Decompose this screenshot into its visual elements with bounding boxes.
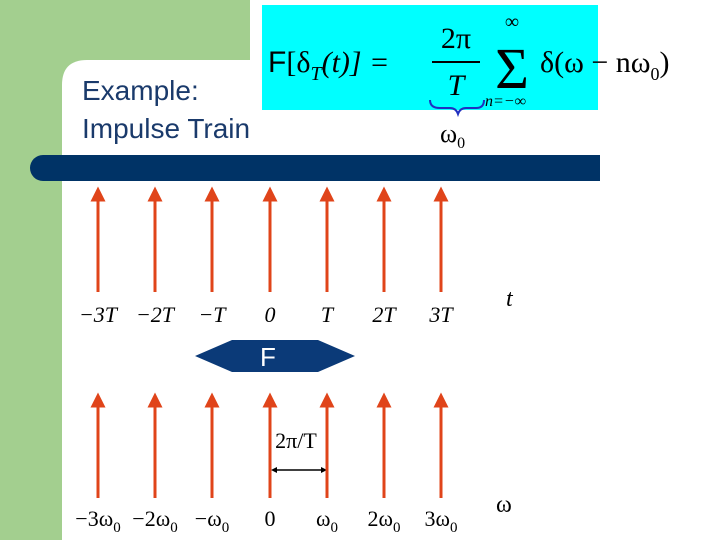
lhs-sub: T <box>310 63 323 85</box>
freq-label: 0 <box>265 506 276 531</box>
time-axis-label: t <box>506 286 514 312</box>
sum-lower: n=−∞ <box>485 93 526 110</box>
freq-label-sub: 0 <box>450 520 458 536</box>
time-label: 2T <box>372 302 397 327</box>
freq-label-sub: 0 <box>393 520 401 536</box>
time-label: 0 <box>265 302 276 327</box>
freq-label-main: −3ω <box>75 506 113 531</box>
lhs-arg: (t)] = <box>322 46 390 79</box>
freq-label: −ω0 <box>195 506 229 536</box>
freq-label-main: 0 <box>265 506 276 531</box>
fraction-num: 2π <box>441 22 471 55</box>
time-label: −T <box>198 302 227 327</box>
freq-label-sub: 0 <box>113 520 121 536</box>
brace <box>429 99 485 118</box>
sum-symbol: Σ <box>495 36 529 101</box>
freq-label: −3ω0 <box>75 506 120 536</box>
freq-label: −2ω0 <box>132 506 177 536</box>
freq-label-sub: 0 <box>170 520 178 536</box>
time-label: −3T <box>79 302 119 327</box>
summand-main: δ(ω − nω <box>540 46 651 79</box>
brace-label: ω0 <box>440 119 465 152</box>
time-label: T <box>321 302 335 327</box>
summand-end: ) <box>660 46 670 79</box>
freq-label: 2ω0 <box>368 506 401 536</box>
freq-label-main: −2ω <box>132 506 170 531</box>
freq-label-sub: 0 <box>222 520 230 536</box>
freq-label-main: ω <box>316 506 330 531</box>
freq-label-main: 2ω <box>368 506 393 531</box>
time-label: 3T <box>428 302 454 327</box>
freq-label: 3ω0 <box>425 506 458 536</box>
freq-label: ω0 <box>316 506 338 536</box>
header-bar <box>30 155 600 181</box>
title: Impulse Train <box>82 113 250 144</box>
brace-sub: 0 <box>457 135 465 152</box>
time-label: −2T <box>136 302 176 327</box>
fraction-den: T <box>448 69 467 102</box>
freq-label-sub: 0 <box>330 520 338 536</box>
formula-lhs: F[δT(t)] = <box>268 46 389 85</box>
freq-label-main: 3ω <box>425 506 450 531</box>
title: Example: <box>82 75 199 106</box>
freq-label-main: −ω <box>195 506 222 531</box>
brace-main: ω <box>440 119 457 148</box>
operator: F <box>268 46 286 79</box>
formula-box <box>262 5 598 110</box>
summand-sub: 0 <box>651 64 660 84</box>
sum-upper: ∞ <box>505 11 519 33</box>
spacing-label: 2π/T <box>275 428 317 453</box>
summand: δ(ω − nω0) <box>540 46 670 84</box>
lhs: [δ <box>286 46 310 79</box>
freq-axis-label: ω <box>496 492 512 518</box>
transform-arrow <box>195 340 355 372</box>
transform-label: F <box>260 342 276 372</box>
